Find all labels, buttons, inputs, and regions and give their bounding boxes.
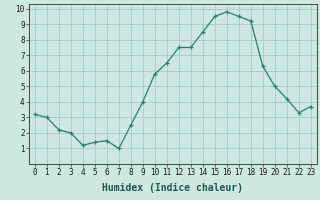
X-axis label: Humidex (Indice chaleur): Humidex (Indice chaleur) (102, 183, 243, 193)
